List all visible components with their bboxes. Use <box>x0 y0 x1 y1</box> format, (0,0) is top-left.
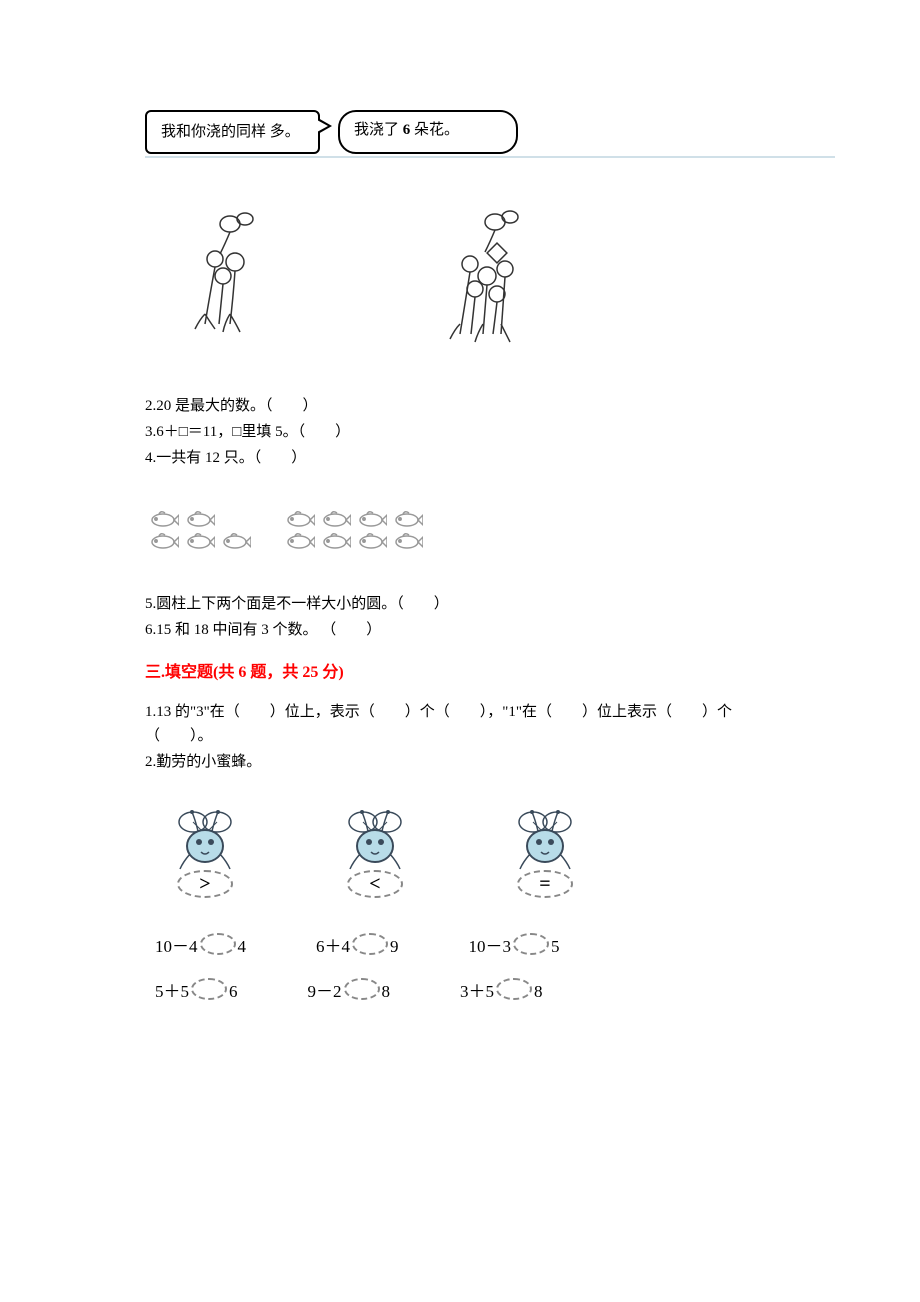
fish-group-1 <box>145 510 251 552</box>
bee-greater: > <box>165 804 245 898</box>
expr-right: 5 <box>551 933 560 960</box>
speech-bubble-row: 我和你浇的同样 多。 我浇了 6 朵花。 <box>145 110 775 154</box>
fish-icon <box>317 532 351 552</box>
fish-illustration-row <box>145 510 775 552</box>
fish-icon <box>145 532 179 552</box>
expression-1-1: 10－4 4 <box>155 933 246 960</box>
expr-blank-oval <box>344 978 380 1000</box>
expression-row-1: 10－4 4 6＋4 9 10－3 5 <box>155 933 775 960</box>
fish-group-2-row-1 <box>281 510 423 530</box>
question-5: 5.圆柱上下两个面是不一样大小的圆。（ ） <box>145 592 775 616</box>
expr-right: 8 <box>382 978 391 1005</box>
fish-icon <box>181 510 215 530</box>
bee-icon <box>505 804 585 874</box>
expr-left: 9－2 <box>308 978 342 1005</box>
fish-icon <box>389 510 423 530</box>
fish-group-2-row-2 <box>281 532 423 552</box>
section-3-q2: 2.勤劳的小蜜蜂。 <box>145 750 775 774</box>
speech-left-text: 我和你浇的同样 多。 <box>161 124 300 140</box>
expr-left: 10－4 <box>155 933 198 960</box>
fish-icon <box>181 532 215 552</box>
fish-group-2 <box>281 510 423 552</box>
expr-right: 4 <box>238 933 247 960</box>
expr-blank-oval <box>352 933 388 955</box>
fish-icon <box>353 532 387 552</box>
bee-icon <box>335 804 415 874</box>
expr-right: 6 <box>229 978 238 1005</box>
fish-icon <box>145 510 179 530</box>
expression-row-2: 5＋5 6 9－2 8 3＋5 8 <box>155 978 775 1005</box>
speech-bubble-left: 我和你浇的同样 多。 <box>145 110 320 154</box>
fish-icon <box>217 532 251 552</box>
expr-left: 6＋4 <box>316 933 350 960</box>
expression-grid: 10－4 4 6＋4 9 10－3 5 5＋5 6 9－2 8 3＋5 8 <box>155 933 775 1005</box>
expr-blank-oval <box>200 933 236 955</box>
bee-row: > < <box>165 804 775 898</box>
fish-icon <box>389 532 423 552</box>
expression-2-1: 5＋5 6 <box>155 978 238 1005</box>
expression-1-3: 10－3 5 <box>469 933 560 960</box>
fish-group-1-row-2 <box>145 532 251 552</box>
expr-left: 10－3 <box>469 933 512 960</box>
expr-left: 3＋5 <box>460 978 494 1005</box>
bee-icon <box>165 804 245 874</box>
bee-less: < <box>335 804 415 898</box>
flower-sketch-left <box>175 204 285 344</box>
question-2: 2.20 是最大的数。（ ） <box>145 394 775 418</box>
expr-blank-oval <box>513 933 549 955</box>
fish-group-1-row-1 <box>145 510 251 530</box>
section-3-header: 三.填空题(共 6 题，共 25 分) <box>145 660 775 686</box>
fish-icon <box>281 532 315 552</box>
expr-right: 9 <box>390 933 399 960</box>
bee-label-less: < <box>347 870 403 898</box>
fish-icon <box>317 510 351 530</box>
expression-2-2: 9－2 8 <box>308 978 391 1005</box>
expr-blank-oval <box>191 978 227 1000</box>
bee-label-equal: = <box>517 870 573 898</box>
expr-right: 8 <box>534 978 543 1005</box>
expr-left: 5＋5 <box>155 978 189 1005</box>
fish-icon <box>353 510 387 530</box>
speech-right-prefix: 我浇了 <box>354 122 403 138</box>
underline-decoration <box>145 156 835 158</box>
question-3: 3.6＋□＝11，□里填 5。（ ） <box>145 420 775 444</box>
bee-label-greater: > <box>177 870 233 898</box>
flower-illustration-row <box>175 204 775 354</box>
fish-icon <box>281 510 315 530</box>
bee-equal: = <box>505 804 585 898</box>
flower-sketch-right <box>425 204 555 354</box>
speech-bubble-right: 我浇了 6 朵花。 <box>338 110 518 154</box>
expr-blank-oval <box>496 978 532 1000</box>
question-4: 4.一共有 12 只。（ ） <box>145 446 775 470</box>
expression-2-3: 3＋5 8 <box>460 978 543 1005</box>
speech-right-suffix: 朵花。 <box>410 122 459 138</box>
section-3-q1: 1.13 的"3"在（ ）位上，表示（ ）个（ ），"1"在（ ）位上表示（ ）… <box>145 700 775 748</box>
question-6: 6.15 和 18 中间有 3 个数。 （ ） <box>145 618 775 642</box>
expression-1-2: 6＋4 9 <box>316 933 399 960</box>
